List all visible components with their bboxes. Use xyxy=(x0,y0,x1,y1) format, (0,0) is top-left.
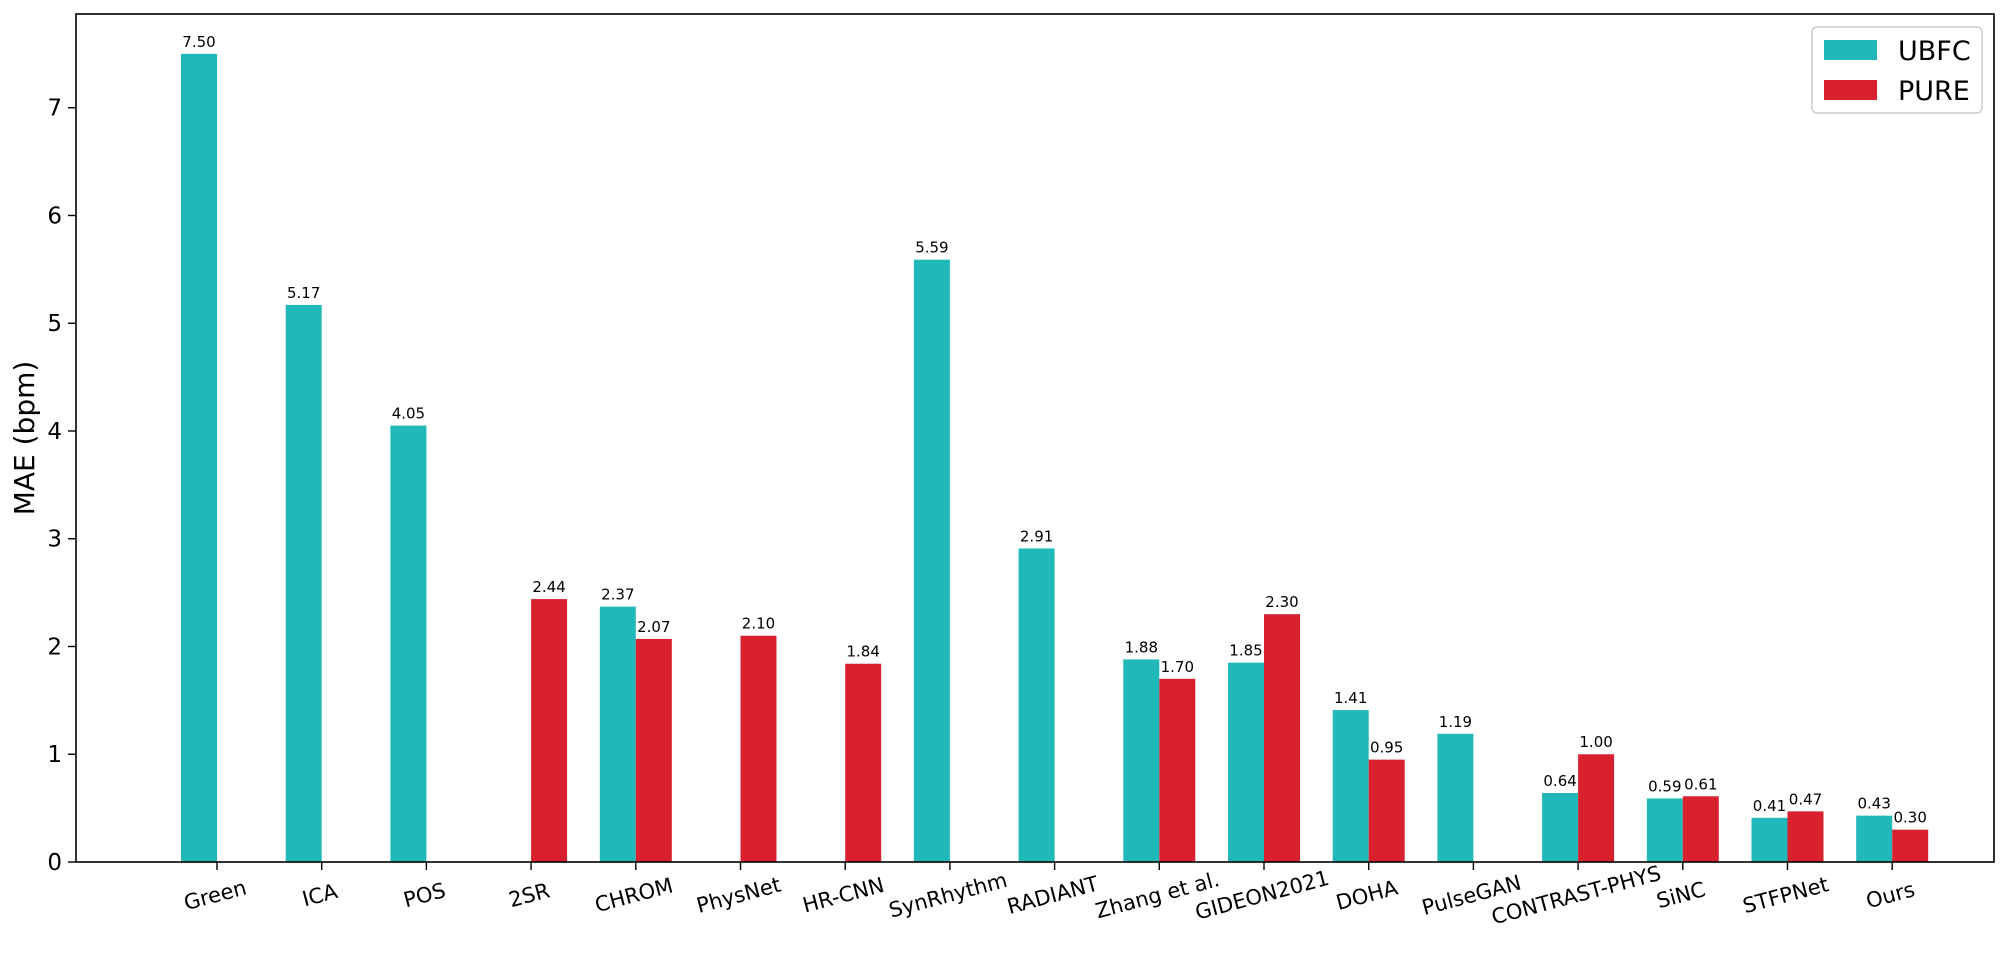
x-tick-label: 2SR xyxy=(506,878,552,912)
value-label-ubfc-7: 5.59 xyxy=(915,239,948,257)
value-label-pure-14: 0.61 xyxy=(1684,775,1717,793)
value-labels-layer: 7.50 5.17 4.05 2.37 5.59 2.91 1.88 1.85 1.41 1.19… xyxy=(182,33,1927,827)
x-tick-label: POS xyxy=(401,878,448,912)
bar-ubfc-16 xyxy=(1856,815,1893,862)
value-label-ubfc-14: 0.59 xyxy=(1648,777,1681,795)
y-tick-label: 4 xyxy=(47,419,62,445)
x-tick-label: SynRhythm xyxy=(886,868,1009,923)
bar-ubfc-10 xyxy=(1228,662,1264,862)
legend: UBFC PURE xyxy=(1811,26,1983,114)
bar-pure-3 xyxy=(531,599,568,862)
value-label-ubfc-0: 7.50 xyxy=(182,33,215,51)
x-axis: Green ICA POS 2SR CHROM PhysNet HR-CNN SynRhyth… xyxy=(181,861,1917,929)
value-label-ubfc-11: 1.41 xyxy=(1334,689,1367,707)
bar-pure-4 xyxy=(635,638,672,862)
value-label-ubfc-16: 0.43 xyxy=(1857,795,1890,813)
bar-pure-10 xyxy=(1264,614,1300,862)
x-tick-label: RADIANT xyxy=(1005,872,1102,919)
bar-ubfc-9 xyxy=(1123,659,1160,862)
value-label-pure-3: 2.44 xyxy=(532,578,565,596)
value-label-ubfc-15: 0.41 xyxy=(1753,797,1786,815)
value-label-ubfc-9: 1.88 xyxy=(1125,638,1158,656)
bar-ubfc-7 xyxy=(913,259,950,862)
value-label-pure-9: 1.70 xyxy=(1161,658,1194,676)
x-tick-label: ICA xyxy=(300,879,341,911)
bar-pure-13 xyxy=(1578,754,1615,862)
value-label-pure-6: 1.84 xyxy=(846,643,879,661)
bar-ubfc-12 xyxy=(1437,733,1474,862)
value-label-ubfc-13: 0.64 xyxy=(1543,772,1576,790)
bar-ubfc-1 xyxy=(285,304,322,862)
value-label-ubfc-12: 1.19 xyxy=(1439,713,1472,731)
bar-pure-9 xyxy=(1159,678,1196,862)
bar-pure-14 xyxy=(1682,796,1719,862)
y-tick-label: 3 xyxy=(47,527,62,553)
plot-area-frame xyxy=(75,13,1995,863)
value-label-pure-4: 2.07 xyxy=(637,618,670,636)
value-label-pure-10: 2.30 xyxy=(1265,593,1298,611)
value-label-pure-16: 0.30 xyxy=(1893,809,1926,827)
value-label-ubfc-10: 1.85 xyxy=(1229,642,1262,660)
x-tick-label: DOHA xyxy=(1333,875,1401,915)
bar-ubfc-2 xyxy=(390,425,427,862)
bar-pure-15 xyxy=(1787,811,1824,862)
y-tick-label: 1 xyxy=(47,742,62,768)
value-label-ubfc-2: 4.05 xyxy=(392,405,425,423)
x-tick-label: STFPNet xyxy=(1740,872,1831,918)
value-label-ubfc-8: 2.91 xyxy=(1020,527,1053,545)
bars-layer xyxy=(181,53,1929,862)
x-tick-label: HR-CNN xyxy=(800,873,887,918)
bar-ubfc-8 xyxy=(1018,548,1055,862)
bar-ubfc-13 xyxy=(1542,793,1579,862)
value-label-ubfc-1: 5.17 xyxy=(287,284,320,302)
x-tick-label: Green xyxy=(181,875,249,915)
value-label-ubfc-4: 2.37 xyxy=(601,586,634,604)
y-tick-label: 2 xyxy=(47,634,62,660)
y-axis: 0 1 2 3 4 5 6 7 xyxy=(47,96,76,876)
bar-pure-5 xyxy=(740,635,777,862)
bar-ubfc-14 xyxy=(1646,798,1683,862)
legend-swatch-ubfc xyxy=(1824,40,1877,60)
value-label-pure-11: 0.95 xyxy=(1370,739,1403,757)
y-tick-label: 7 xyxy=(47,96,62,122)
legend-label-ubfc: UBFC xyxy=(1898,36,1971,67)
y-tick-label: 5 xyxy=(47,311,62,337)
value-label-pure-5: 2.10 xyxy=(742,615,775,633)
bar-ubfc-4 xyxy=(599,606,636,862)
y-tick-label: 6 xyxy=(47,203,62,229)
x-tick-label: Ours xyxy=(1863,877,1917,913)
value-label-pure-15: 0.47 xyxy=(1789,790,1822,808)
value-label-pure-13: 1.00 xyxy=(1579,733,1612,751)
bar-pure-6 xyxy=(845,663,882,862)
bar-ubfc-15 xyxy=(1751,817,1788,862)
x-tick-label: PhysNet xyxy=(694,872,783,917)
bar-pure-16 xyxy=(1892,829,1929,862)
legend-label-pure: PURE xyxy=(1898,76,1970,107)
y-tick-label: 0 xyxy=(47,850,62,876)
bar-ubfc-11 xyxy=(1332,710,1369,862)
legend-swatch-pure xyxy=(1824,80,1877,100)
y-axis-label: MAE (bpm) xyxy=(8,361,41,516)
bar-ubfc-0 xyxy=(181,53,217,862)
bar-pure-11 xyxy=(1368,759,1405,862)
x-tick-label: CHROM xyxy=(592,873,675,917)
